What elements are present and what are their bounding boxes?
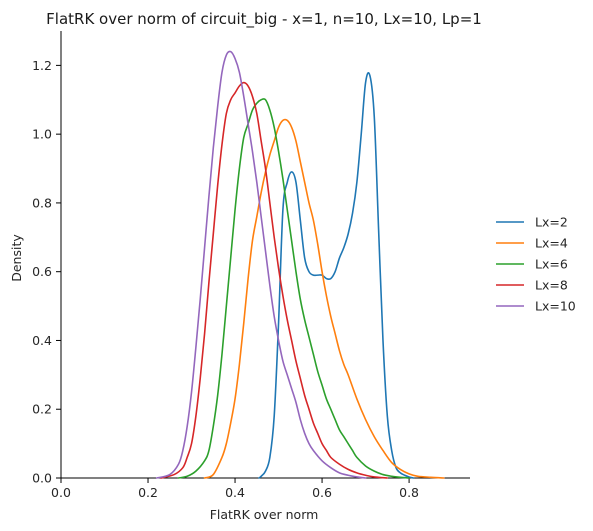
y-tick-label: 0.6	[32, 264, 52, 279]
y-tick-label: 0.4	[32, 333, 52, 348]
legend-label: Lx=8	[535, 278, 568, 293]
series-line-lx8	[160, 81, 389, 479]
y-axis-label: Density	[9, 234, 24, 282]
x-tick-label: 0.2	[138, 485, 158, 500]
series-line-lx10	[155, 50, 367, 479]
plot-area: 0.0 0.2 0.4 0.6 0.8 0.0 0.2 0.4 0.6 0.8 1.0 1.2	[32, 31, 470, 500]
series-line-lx2	[258, 71, 415, 479]
y-tick-label: 1.2	[32, 58, 52, 73]
y-tick-label: 0.0	[32, 471, 52, 486]
x-axis-label: FlatRK over norm	[210, 507, 319, 522]
series-line-lx6	[177, 98, 410, 479]
x-tick-label: 0.6	[312, 485, 332, 500]
legend: Lx=2 Lx=4 Lx=6 Lx=8 Lx=10	[496, 215, 576, 314]
legend-label: Lx=2	[535, 215, 568, 230]
series-line-lx4	[203, 118, 445, 479]
y-tick-label: 0.8	[32, 195, 52, 210]
y-tick-label: 1.0	[32, 127, 52, 142]
x-tick-label: 0.8	[399, 485, 419, 500]
chart-title: FlatRK over norm of circuit_big - x=1, n…	[46, 10, 482, 29]
legend-label: Lx=10	[535, 299, 576, 314]
x-tick-label: 0.0	[51, 485, 71, 500]
legend-label: Lx=4	[535, 236, 568, 251]
x-tick-label: 0.4	[225, 485, 245, 500]
y-tick-label: 0.2	[32, 402, 52, 417]
legend-label: Lx=6	[535, 257, 568, 272]
